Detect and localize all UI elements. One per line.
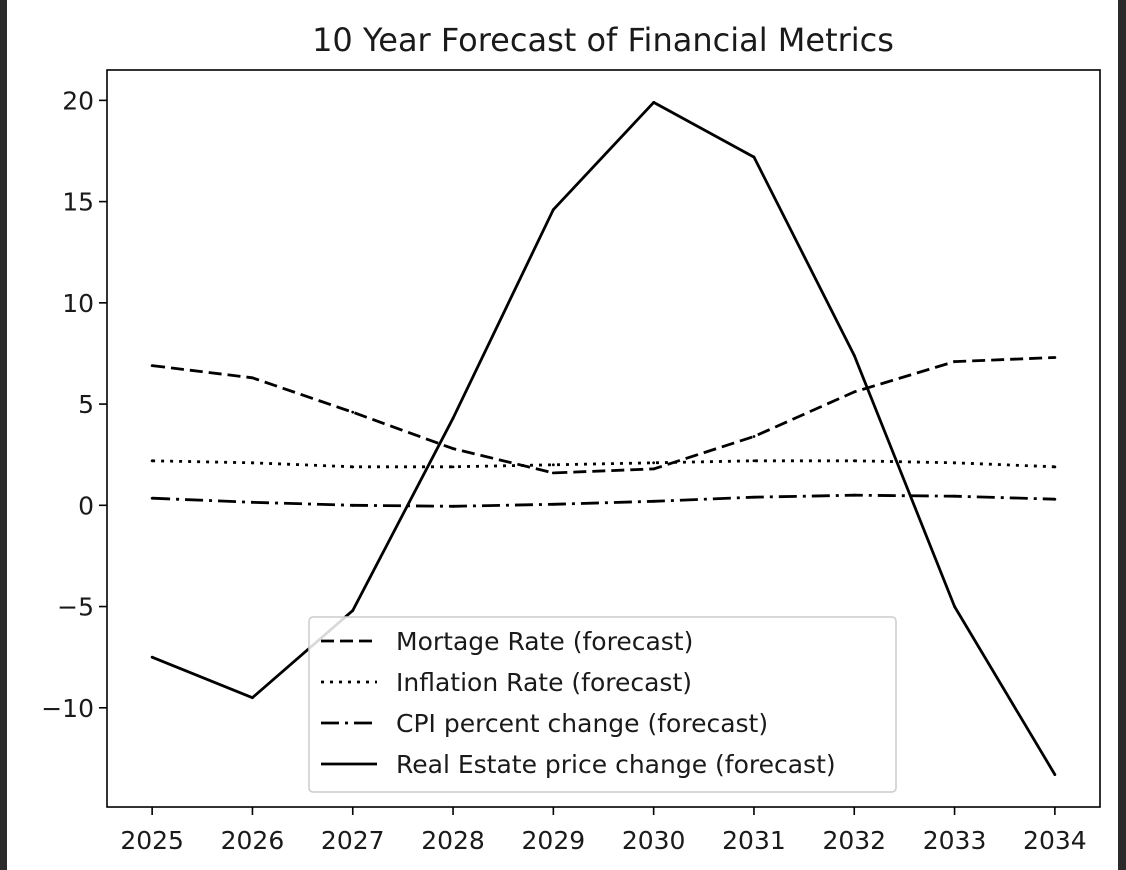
data-point	[351, 609, 355, 613]
x-tick-label: 2032	[822, 826, 886, 855]
y-tick-label: 15	[62, 188, 94, 217]
data-point	[953, 461, 956, 465]
x-tick-label: 2027	[321, 826, 385, 855]
legend-label: CPI percent change (forecast)	[396, 709, 768, 738]
x-tick-label: 2034	[1023, 826, 1087, 855]
chart-title: 10 Year Forecast of Financial Metrics	[312, 21, 894, 59]
data-point	[1053, 773, 1057, 777]
data-point	[351, 503, 355, 507]
series-lines	[150, 100, 1057, 777]
data-point	[1053, 356, 1057, 359]
y-tick-label: 20	[62, 86, 94, 115]
data-point	[150, 459, 154, 463]
data-point	[451, 465, 455, 469]
y-tick-label: −5	[57, 593, 94, 622]
x-tick-label: 2031	[722, 826, 786, 855]
data-point	[752, 459, 756, 463]
x-tick-label: 2028	[421, 826, 485, 855]
data-point	[752, 155, 756, 159]
x-tick-label: 2025	[120, 826, 184, 855]
data-point	[150, 496, 154, 500]
data-point	[852, 354, 856, 357]
data-point	[251, 500, 254, 504]
data-point	[852, 493, 856, 497]
y-axis: −10 −5 0 5 10 15 20	[41, 86, 107, 723]
legend-label: Real Estate price change (forecast)	[396, 750, 836, 779]
series-line-dotted	[152, 459, 1055, 469]
data-point	[251, 376, 254, 380]
data-point	[451, 416, 455, 420]
data-point	[852, 390, 856, 394]
series-line-solid	[151, 101, 1057, 776]
data-point	[1053, 497, 1057, 501]
data-point	[652, 467, 656, 471]
data-point	[150, 655, 154, 659]
series-line-dashed	[151, 356, 1055, 475]
data-point	[451, 447, 455, 451]
data-point	[652, 461, 656, 465]
data-point	[652, 100, 656, 104]
data-point	[551, 471, 555, 475]
data-point	[351, 410, 355, 414]
data-point	[953, 360, 956, 363]
data-point	[752, 435, 756, 438]
x-axis: 2025 2026 2027 2028 2029 2030 2031 2032 2033 2034	[120, 807, 1087, 855]
data-point	[953, 494, 956, 498]
data-point	[150, 364, 154, 368]
y-tick-label: 5	[78, 390, 94, 419]
y-tick-label: −10	[41, 694, 94, 723]
data-point	[1053, 465, 1057, 469]
y-tick-label: 10	[62, 289, 94, 318]
x-tick-label: 2033	[923, 826, 987, 855]
data-point	[251, 461, 254, 465]
data-point	[953, 605, 956, 608]
x-tick-label: 2029	[522, 826, 586, 855]
x-tick-label: 2026	[221, 826, 285, 855]
legend-label: Inflation Rate (forecast)	[396, 668, 692, 697]
data-point	[351, 465, 355, 469]
legend-label: Mortage Rate (forecast)	[396, 627, 693, 656]
y-tick-label: 0	[78, 491, 94, 520]
data-point	[551, 208, 555, 212]
data-point	[752, 495, 756, 499]
data-point	[852, 459, 856, 463]
plot-area	[106, 69, 1101, 808]
legend-box	[308, 616, 897, 793]
line-chart: 10 Year Forecast of Financial Metrics −1…	[41, 21, 1101, 855]
data-point	[551, 502, 555, 506]
legend: Mortage Rate (forecast) Inflation Rate (f…	[308, 616, 897, 793]
data-point	[551, 463, 555, 467]
chart-frame: 10 Year Forecast of Financial Metrics −1…	[7, 0, 1118, 870]
data-point	[652, 499, 656, 503]
x-tick-label: 2030	[622, 826, 686, 855]
series-line-dashdot	[152, 493, 1055, 508]
data-point	[251, 696, 254, 700]
data-point	[451, 504, 455, 508]
